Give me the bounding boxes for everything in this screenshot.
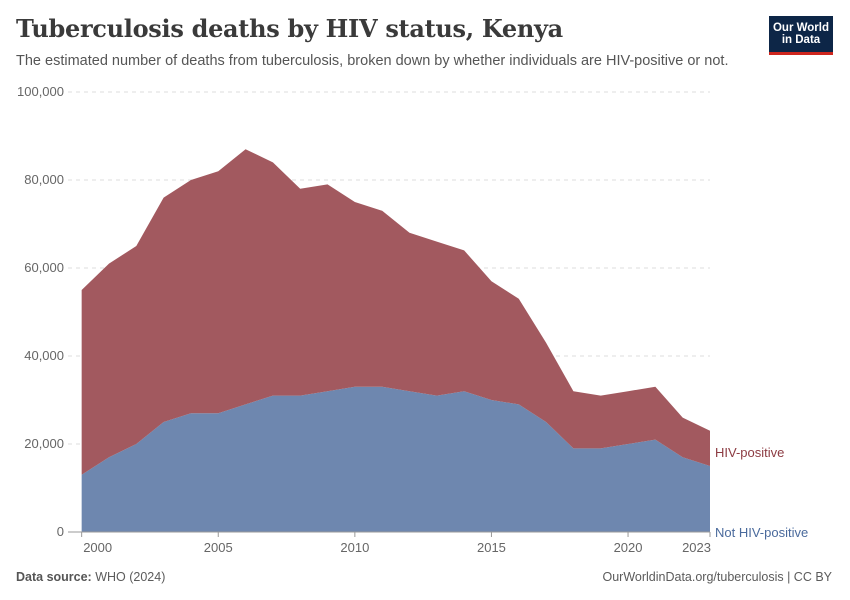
area-not-hiv-positive[interactable] [81,386,710,532]
x-tick-label: 2023 [682,540,711,555]
area-series [81,149,710,532]
area-hiv-positive[interactable] [81,149,710,475]
credit-link[interactable]: OurWorldinData.org/tuberculosis | CC BY [602,570,833,584]
y-tick-label: 60,000 [24,260,64,275]
x-tick-label: 2015 [477,540,506,555]
y-tick-label: 20,000 [24,436,64,451]
data-source: Data source: WHO (2024) [16,570,165,584]
x-tick-label: 2000 [83,540,112,555]
x-tick-label: 2020 [614,540,643,555]
logo-line-1: Our World [772,22,829,34]
x-axis: 2000 2005 2010 2015 2020 2023 [68,531,711,555]
legend-label-hiv-positive[interactable]: HIV-positive [715,445,784,460]
y-axis: 0 20,000 40,000 60,000 80,000 100,000 [17,84,64,539]
x-tick-label: 2005 [204,540,233,555]
data-source-label: Data source: [16,570,92,584]
chart-title: Tuberculosis deaths by HIV status, Kenya [16,14,563,43]
y-tick-label: 0 [57,524,64,539]
y-tick-label: 80,000 [24,172,64,187]
y-tick-label: 100,000 [17,84,64,99]
x-tick-label: 2010 [340,540,369,555]
logo-line-2: in Data [781,34,821,46]
legend-label-not-hiv-positive[interactable]: Not HIV-positive [715,525,808,540]
y-tick-label: 40,000 [24,348,64,363]
data-source-value: WHO (2024) [95,570,166,584]
legend: Not HIV-positive HIV-positive [715,445,808,540]
chart-subtitle: The estimated number of deaths from tube… [16,53,729,69]
owid-logo[interactable]: Our World in Data [769,16,833,55]
